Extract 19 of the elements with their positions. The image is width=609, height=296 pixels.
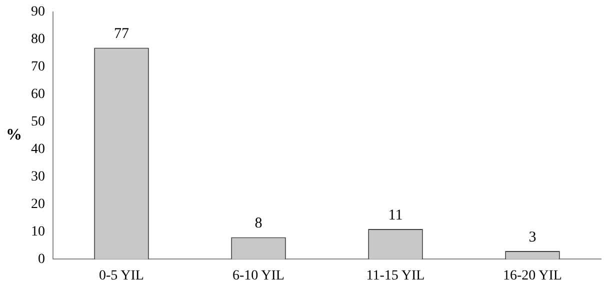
y-tick-label: 80 <box>31 32 45 48</box>
data-label: 8 <box>254 216 262 232</box>
y-tick-label: 10 <box>31 224 45 240</box>
y-tick-label: 50 <box>31 114 45 130</box>
y-tick-label: 0 <box>38 252 45 267</box>
y-tick-label: 60 <box>31 87 45 102</box>
y-axis-title: % <box>6 126 22 144</box>
x-tick-label: 16-20 YIL <box>503 268 562 284</box>
x-tick-label: 0-5 YIL <box>99 268 144 284</box>
y-tick-label: 30 <box>31 169 45 184</box>
x-tick-label: 11-15 YIL <box>366 268 425 284</box>
y-tick-label: 20 <box>31 196 45 212</box>
data-label: 3 <box>528 229 536 246</box>
y-tick-label: 70 <box>31 60 45 75</box>
y-tick-label: 40 <box>31 142 45 158</box>
x-tick-label: 6-10 YIL <box>232 268 284 284</box>
data-label: 77 <box>114 26 130 42</box>
data-label: 11 <box>388 207 403 224</box>
y-tick-label: 90 <box>31 4 45 20</box>
